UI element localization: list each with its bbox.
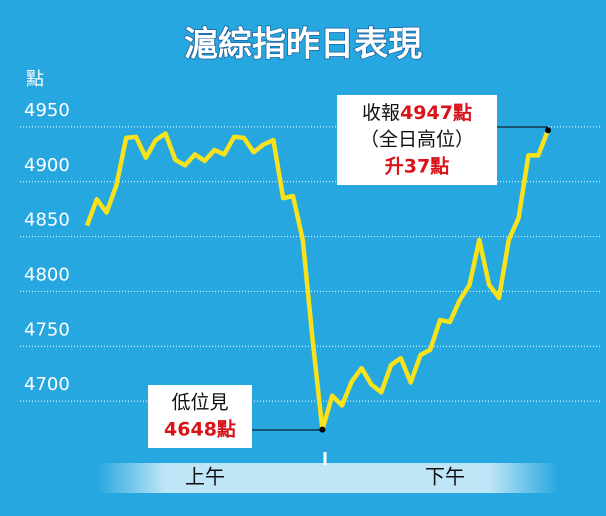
- annotation-text: 收報4947點: [362, 101, 472, 124]
- y-tick-label: 4850: [24, 210, 70, 231]
- y-tick-label: 4900: [24, 155, 70, 176]
- annotation-box: [337, 95, 497, 185]
- y-tick-label: 4700: [24, 374, 70, 395]
- chart-title: 滬綜指昨日表現: [184, 25, 422, 65]
- plot: 4700 4750 4800 4850 4900 4950: [20, 100, 600, 433]
- y-tick-label: 4750: [24, 319, 70, 340]
- y-tick-label: 4800: [24, 264, 70, 285]
- annotation-prefix: 低位見: [171, 392, 228, 414]
- end-point: [545, 127, 551, 134]
- low-point: [319, 426, 326, 433]
- session-bar: [97, 463, 558, 493]
- y-unit-label: 點: [26, 69, 44, 90]
- annotation-value: 4947點: [400, 101, 472, 124]
- annotation-box: [148, 385, 252, 448]
- y-tick-label: 4950: [24, 100, 70, 121]
- session-label: 下午: [425, 465, 465, 489]
- annotations: 收報4947點 （全日高位） 升37點 低位見 4648點: [148, 95, 548, 448]
- annotation-change: 升37點: [385, 155, 449, 178]
- line-series: [84, 129, 551, 432]
- annotation-note: （全日高位）: [360, 129, 474, 151]
- session-label: 上午: [185, 465, 225, 489]
- annotation-value: 4648點: [164, 418, 236, 441]
- annotation-prefix: 收報: [362, 102, 400, 124]
